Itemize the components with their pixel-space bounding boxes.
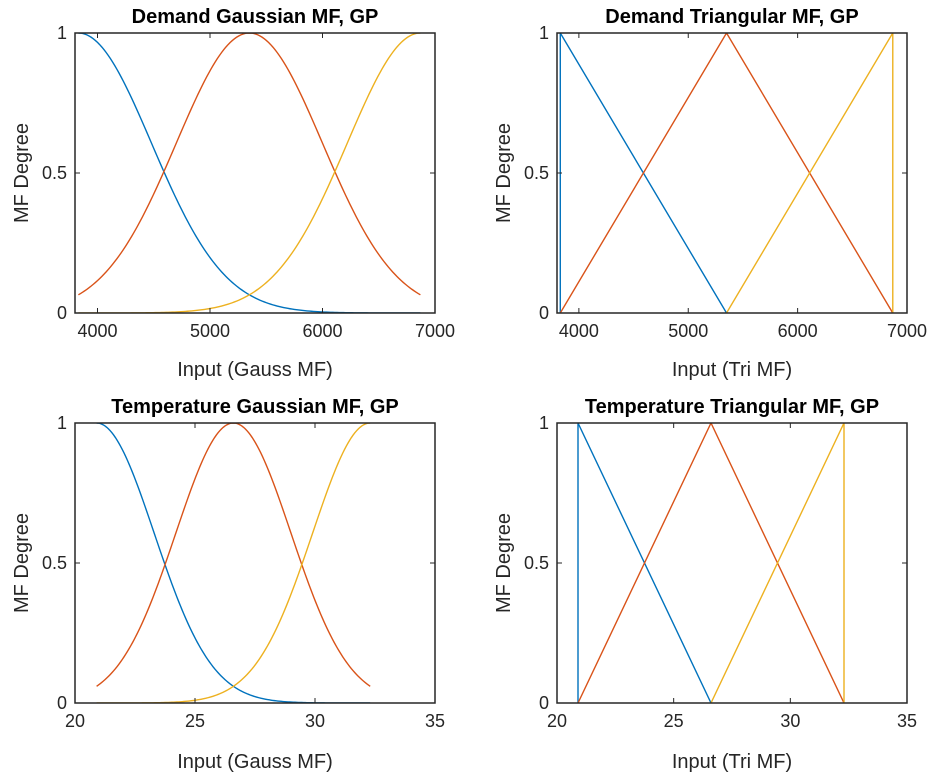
x-tick-label: 25 bbox=[664, 711, 684, 731]
y-axis-label: MF Degree bbox=[11, 513, 33, 613]
y-tick-label: 1 bbox=[57, 413, 67, 433]
y-tick-label: 1 bbox=[539, 413, 549, 433]
series-line-mf2 bbox=[96, 423, 371, 687]
chart-title: Temperature Triangular MF, GP bbox=[585, 396, 879, 418]
y-tick-label: 0.5 bbox=[524, 553, 549, 573]
y-tick-label: 0 bbox=[57, 693, 67, 713]
y-axis-label: MF Degree bbox=[11, 123, 33, 223]
x-tick-label: 25 bbox=[185, 711, 205, 731]
chart-title: Demand Triangular MF, GP bbox=[605, 6, 858, 28]
x-tick-label: 35 bbox=[897, 711, 917, 731]
x-axis-label: Input (Gauss MF) bbox=[177, 359, 333, 381]
x-tick-label: 35 bbox=[425, 711, 445, 731]
series-line-mf2 bbox=[559, 33, 894, 313]
x-tick-label: 4000 bbox=[77, 321, 117, 341]
y-tick-label: 0 bbox=[539, 303, 549, 323]
x-axis-label: Input (Gauss MF) bbox=[177, 751, 333, 773]
x-tick-label: 30 bbox=[305, 711, 325, 731]
x-tick-label: 6000 bbox=[302, 321, 342, 341]
series-line-mf2 bbox=[577, 423, 845, 703]
series-line-mf1 bbox=[96, 423, 371, 703]
panel-temperature-gaussian: Temperature Gaussian MF, GP Input (Gauss… bbox=[11, 396, 445, 773]
x-tick-label: 7000 bbox=[887, 321, 927, 341]
series-line-mf3 bbox=[78, 33, 421, 313]
x-tick-label: 4000 bbox=[559, 321, 599, 341]
series-line-mf3 bbox=[725, 33, 894, 313]
panel-demand-gaussian: Demand Gaussian MF, GP Input (Gauss MF) … bbox=[11, 6, 455, 381]
chart-title: Demand Gaussian MF, GP bbox=[132, 6, 379, 28]
x-tick-label: 5000 bbox=[668, 321, 708, 341]
x-tick-label: 20 bbox=[547, 711, 567, 731]
panel-temperature-triangular: Temperature Triangular MF, GP Input (Tri… bbox=[493, 396, 917, 773]
axes-frame bbox=[556, 422, 908, 704]
x-tick-label: 30 bbox=[780, 711, 800, 731]
y-tick-label: 0 bbox=[57, 303, 67, 323]
x-axis-label: Input (Tri MF) bbox=[672, 359, 792, 381]
x-tick-label: 7000 bbox=[415, 321, 455, 341]
x-tick-label: 5000 bbox=[190, 321, 230, 341]
series-line-mf3 bbox=[710, 423, 845, 703]
y-axis-label: MF Degree bbox=[493, 513, 515, 613]
y-tick-label: 0.5 bbox=[42, 553, 67, 573]
y-tick-label: 0 bbox=[539, 693, 549, 713]
x-tick-label: 20 bbox=[65, 711, 85, 731]
series-line-mf2 bbox=[78, 33, 421, 296]
x-axis-label: Input (Tri MF) bbox=[672, 751, 792, 773]
y-tick-label: 1 bbox=[539, 23, 549, 43]
series-line-mf3 bbox=[96, 423, 371, 703]
y-tick-label: 1 bbox=[57, 23, 67, 43]
y-tick-label: 0.5 bbox=[524, 163, 549, 183]
y-axis-label: MF Degree bbox=[493, 123, 515, 223]
panel-demand-triangular: Demand Triangular MF, GP Input (Tri MF) … bbox=[493, 6, 927, 381]
x-tick-label: 6000 bbox=[778, 321, 818, 341]
series-line-mf1 bbox=[577, 423, 712, 703]
series-line-mf1 bbox=[78, 33, 421, 313]
axes-frame bbox=[74, 32, 436, 314]
series-line-mf1 bbox=[559, 33, 728, 313]
y-tick-label: 0.5 bbox=[42, 163, 67, 183]
axes-frame bbox=[556, 32, 908, 314]
chart-title: Temperature Gaussian MF, GP bbox=[111, 396, 399, 418]
